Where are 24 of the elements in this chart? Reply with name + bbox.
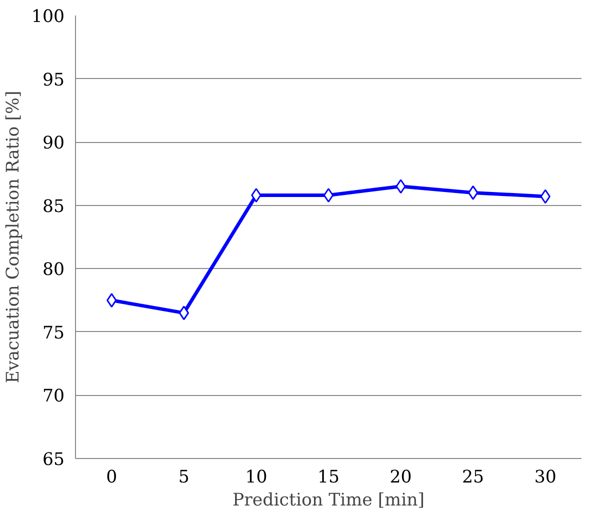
y-tick-label: 70 <box>42 386 65 407</box>
x-tick-label: 30 <box>534 468 556 488</box>
x-tick-label: 20 <box>390 468 412 488</box>
point <box>468 185 478 200</box>
point <box>178 306 190 320</box>
y-tick-label: 65 <box>42 450 65 470</box>
x-tick-label: 0 <box>106 468 118 488</box>
point <box>251 188 262 202</box>
x-tick-label: 25 <box>462 468 484 488</box>
point <box>540 189 550 204</box>
y-tick-label: 85 <box>42 196 65 217</box>
x-tick-label: 15 <box>317 468 340 488</box>
y-tick-label: 90 <box>42 134 65 154</box>
y-tick-label: 95 <box>42 70 65 90</box>
y-axis-title: Evacuation Completion Ratio [%] <box>3 90 24 384</box>
y-tick-label: 100 <box>31 7 65 27</box>
point <box>396 179 406 194</box>
y-tick-label: 80 <box>42 260 65 280</box>
x-tick-label: 10 <box>245 468 268 488</box>
x-tick-label: 5 <box>178 468 190 488</box>
point <box>323 188 334 202</box>
x-axis-title: Prediction Time [min] <box>232 490 425 510</box>
point <box>106 293 117 308</box>
y-tick-label: 75 <box>42 323 65 344</box>
